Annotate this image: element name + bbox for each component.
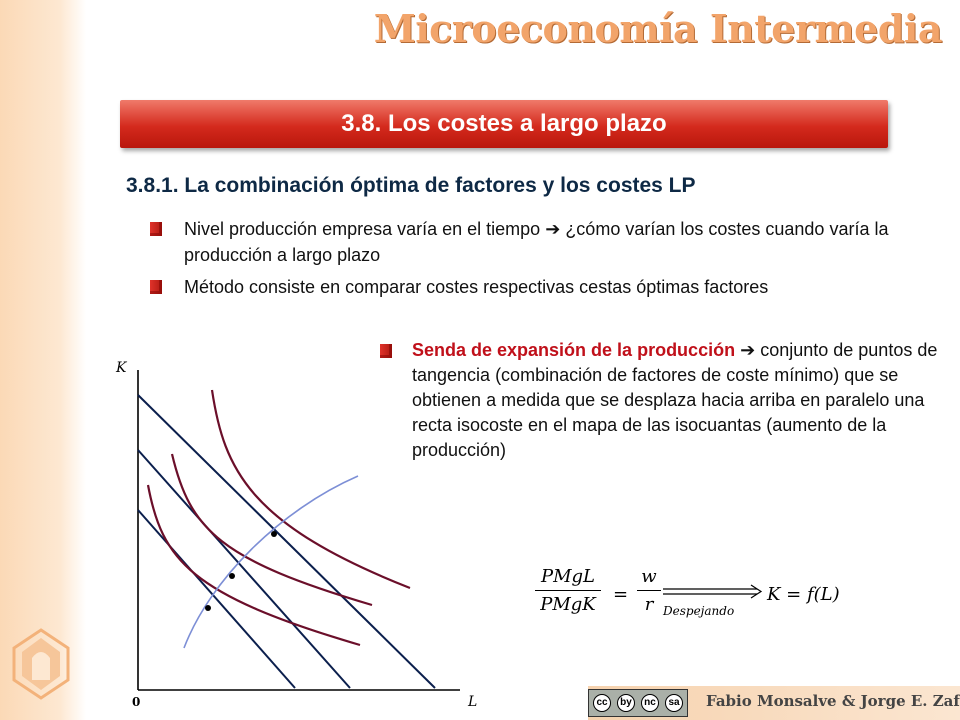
university-logo-icon [12,628,70,700]
bullet-square-icon [150,222,162,236]
right-arrow-icon: ➔ [545,219,561,239]
isocost-isoquant-diagram: K L 0 [115,360,477,710]
bullet-1-text-after: ¿cómo varían los costes cuando varía la … [184,219,889,265]
expansion-path-definition: conjunto de puntos de tangencia (combina… [412,340,938,460]
marginal-product-capital: PMgK [540,594,596,615]
isocost-line-2 [137,449,351,689]
tangency-point-3 [271,531,277,537]
right-arrow-icon: ➔ [740,340,756,360]
cc-icon: cc [593,694,611,712]
equals-sign: = [613,584,629,605]
section-title: 3.8. Los costes a largo plazo [341,110,667,137]
bullet-1-text-before: Nivel producción empresa varía en el tie… [184,219,541,239]
expansion-path-term: Senda de expansión de la producción [412,340,736,360]
expansion-path-curve [183,475,359,649]
x-axis-label: L [467,694,477,710]
nc-icon: nc [641,694,659,712]
marginal-product-ratio: PMgL PMgK [535,566,601,615]
isocost-line-3 [137,394,436,689]
isocost-line-1 [137,509,296,689]
expansion-path-bullet: Senda de expansión de la producción ➔ co… [380,338,942,463]
subsection-title: 3.8.1. La combinación óptima de factores… [126,174,696,197]
section-title-bar: 3.8. Los costes a largo plazo [120,100,888,148]
wage-symbol: w [641,566,657,587]
bullet-2-text: Método consiste en comparar costes respe… [184,277,769,297]
left-decorative-bar [0,0,86,720]
double-arrow-icon [663,584,763,599]
rent-symbol: r [644,594,654,615]
bullet-item-2: Método consiste en comparar costes respe… [150,274,890,300]
marginal-product-labor: PMgL [540,566,596,587]
price-ratio: w r [637,566,661,615]
by-icon: by [617,694,635,712]
origin-label: 0 [132,695,140,709]
bullet-square-icon [150,280,162,294]
result-function: K = f(L) [767,584,840,605]
bullet-list: Nivel producción empresa varía en el tie… [150,216,890,306]
isoquant-curve-2 [170,453,373,607]
isoquant-curve-1 [146,484,361,647]
bullet-square-icon [380,344,392,358]
formula: PMgL PMgK = w r Despejando K = f(L) [535,560,880,630]
tangency-point-1 [205,605,211,611]
bullet-item-1: Nivel producción empresa varía en el tie… [150,216,890,268]
sa-icon: sa [665,694,683,712]
tangency-point-2 [229,573,235,579]
authors: Fabio Monsalve & Jorge E. Zafrilla [706,692,960,710]
creative-commons-badge: cc by nc sa [588,689,688,717]
arrow-label: Despejando [663,604,735,618]
y-axis-label: K [115,360,128,376]
brand-title: Microeconomía Intermedia [373,6,943,51]
isoquant-curve-3 [210,389,411,590]
footer: cc by nc sa Fabio Monsalve & Jorge E. Za… [588,686,960,720]
